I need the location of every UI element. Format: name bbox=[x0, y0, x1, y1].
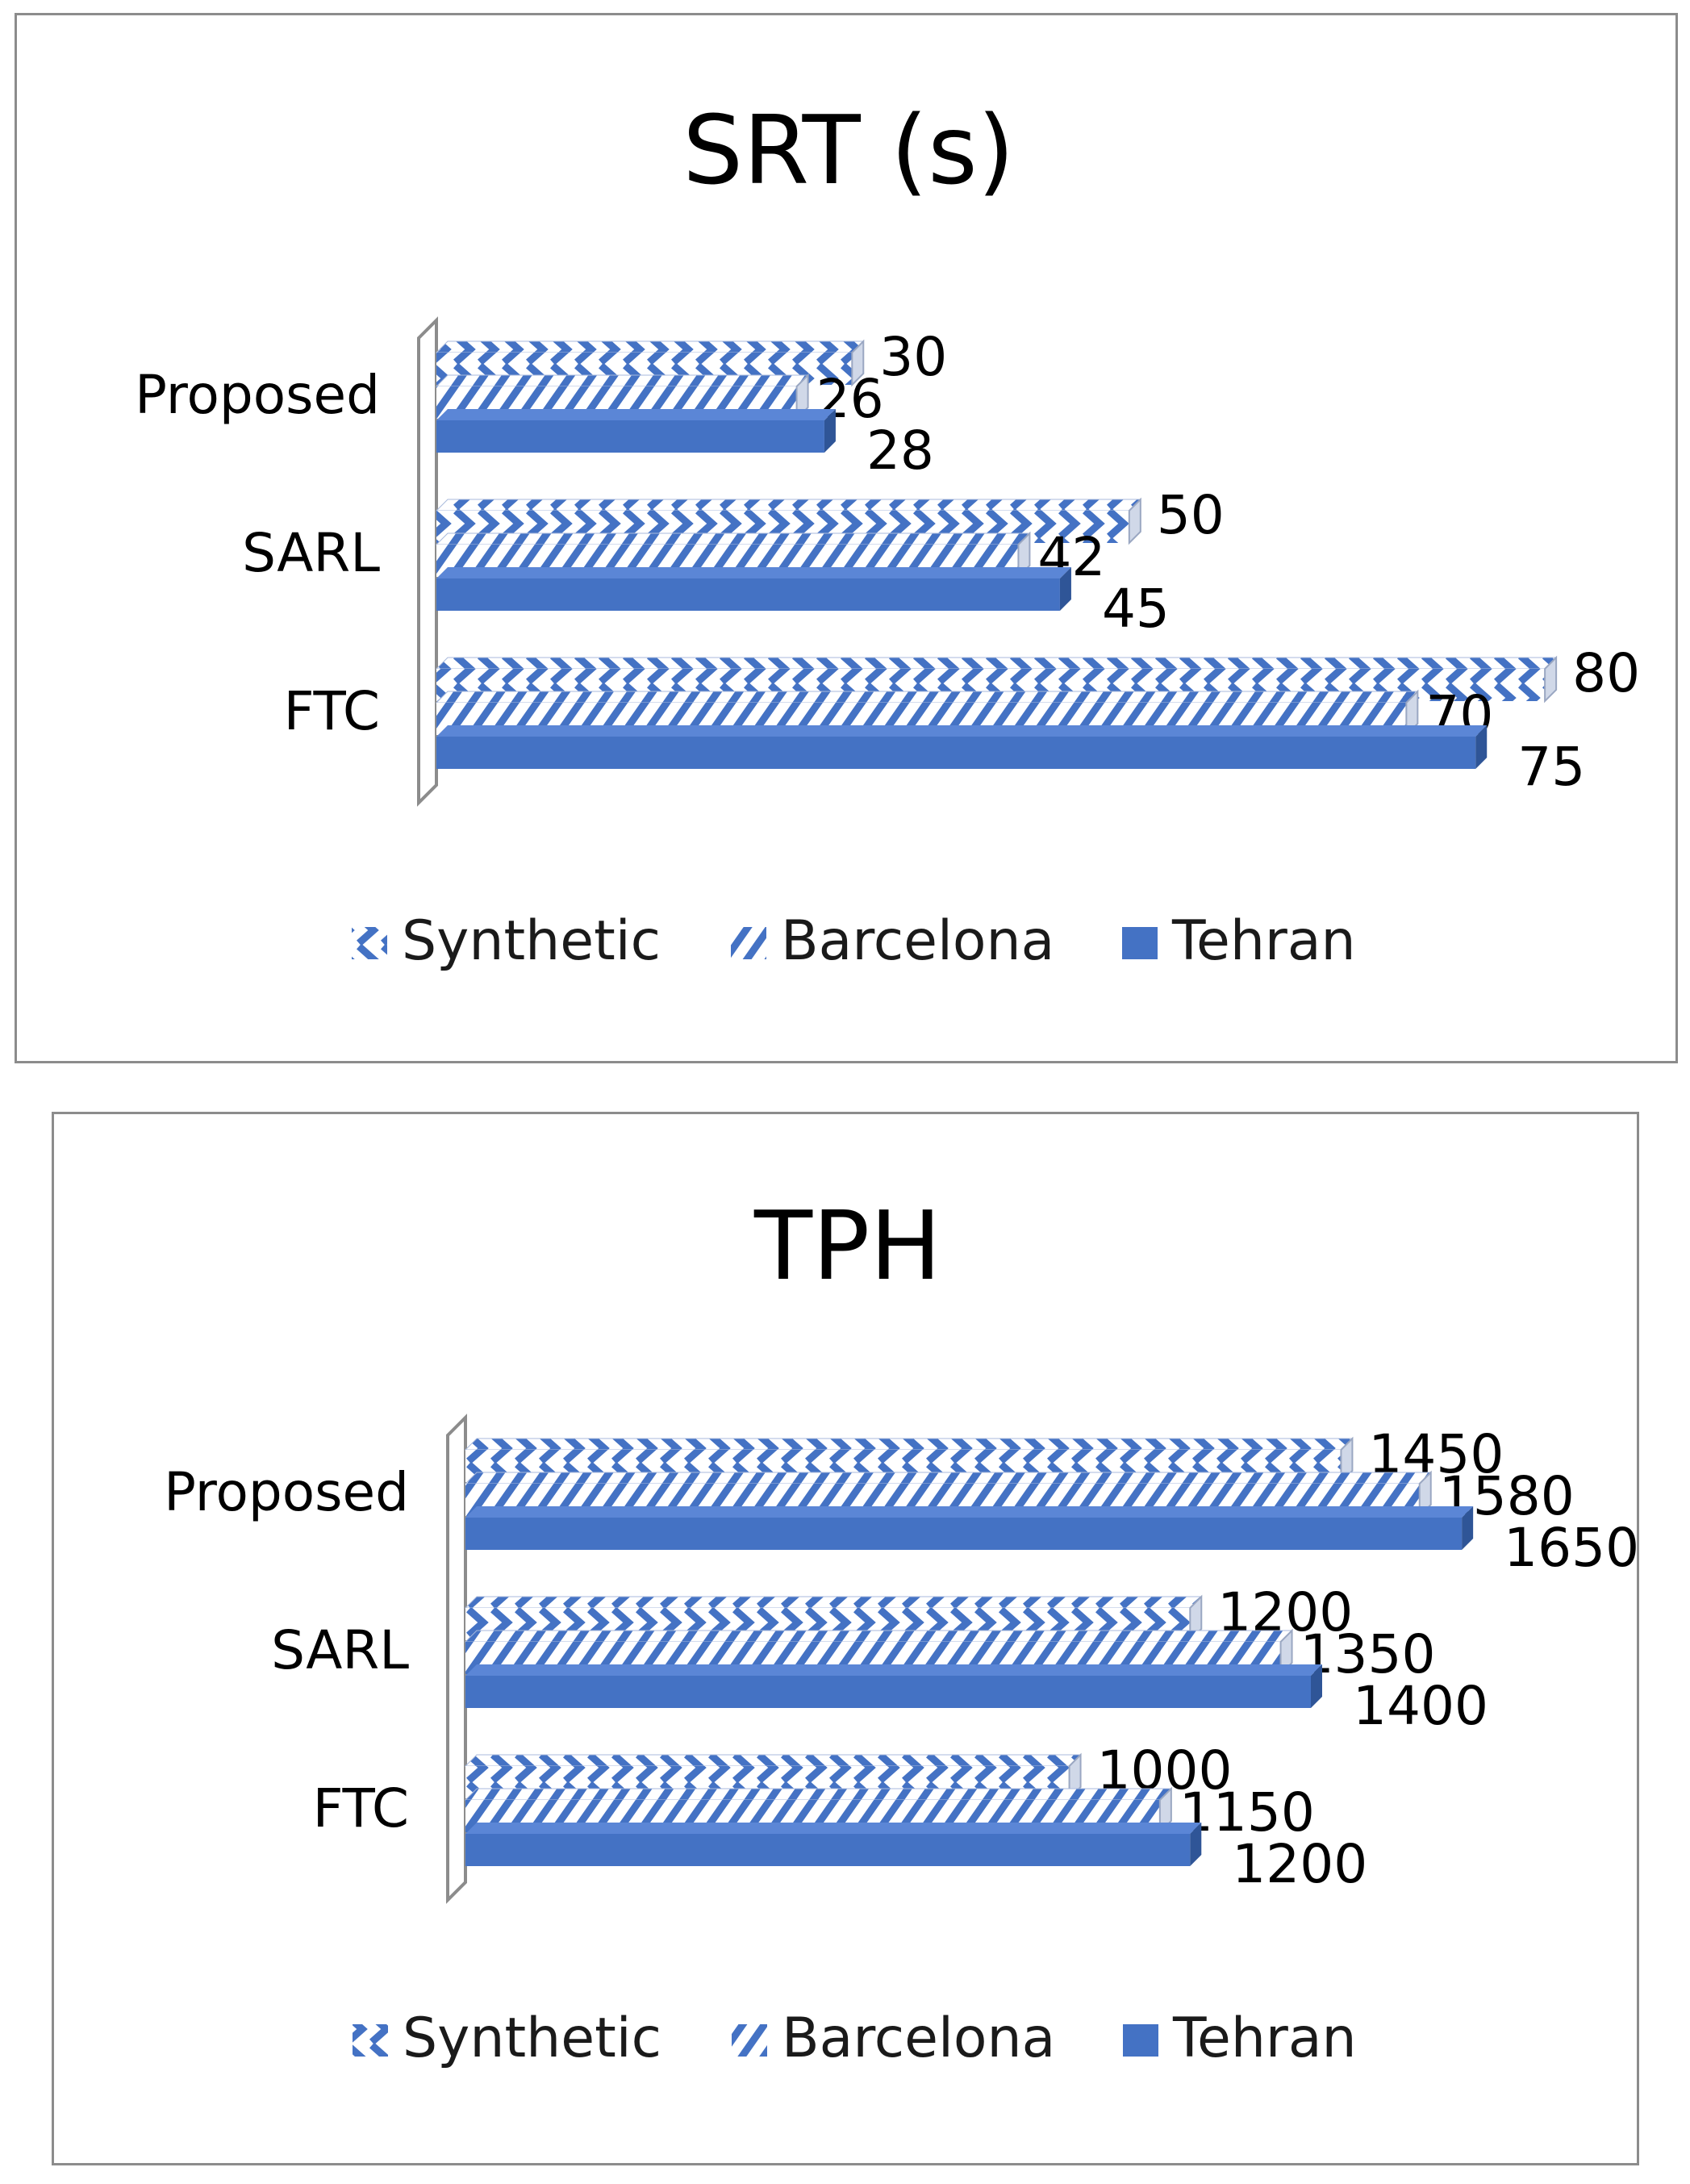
tph-legend-item-synthetic: Synthetic bbox=[353, 2007, 661, 2070]
srt-value-label-synthetic-proposed: 30 bbox=[879, 326, 947, 388]
srt-axis-wall bbox=[417, 316, 438, 807]
tph-bar-tehran-proposed bbox=[465, 1506, 1474, 1550]
tph-bar-tehran-sarl bbox=[465, 1664, 1322, 1708]
tph-value-label-barcelona-ftc: 1150 bbox=[1179, 1781, 1315, 1844]
tph-bar-tehran-ftc bbox=[465, 1823, 1202, 1866]
srt-chart-svg: SRT (s)Proposed302628SARL504245FTC807075… bbox=[135, 94, 1640, 973]
srt-chart-title: SRT (s) bbox=[682, 94, 1014, 206]
tph-category-label: SARL bbox=[271, 1619, 409, 1681]
tph-legend-label-synthetic: Synthetic bbox=[403, 2007, 661, 2070]
tph-legend-label-tehran: Tehran bbox=[1172, 2007, 1357, 2070]
tph-value-label-tehran-sarl: 1400 bbox=[1353, 1675, 1488, 1737]
srt-bar-tehran-proposed bbox=[436, 409, 836, 453]
srt-value-label-synthetic-sarl: 50 bbox=[1157, 484, 1225, 546]
srt-legend-label-barcelona: Barcelona bbox=[781, 909, 1054, 973]
srt-legend-swatch-synthetic bbox=[352, 927, 387, 959]
srt-value-label-tehran-proposed: 28 bbox=[866, 420, 934, 482]
srt-value-label-tehran-sarl: 45 bbox=[1102, 578, 1170, 640]
tph-legend-swatch-synthetic bbox=[353, 2024, 388, 2057]
srt-legend-item-tehran: Tehran bbox=[1122, 909, 1356, 973]
tph-chart-title: TPH bbox=[753, 1190, 941, 1301]
tph-axis-wall bbox=[446, 1414, 467, 1904]
srt-chart-panel: SRT (s) Proposed 30 26 28 SARL 50 42 45 FTC 80 70 75… bbox=[15, 13, 1678, 1063]
srt-legend-swatch-barcelona bbox=[731, 927, 766, 959]
tph-chart-svg: TPHProposed145015801650SARL120013501400F… bbox=[164, 1190, 1639, 2070]
tph-legend-item-barcelona: Barcelona bbox=[732, 2007, 1055, 2070]
srt-bar-tehran-ftc bbox=[436, 725, 1488, 769]
srt-legend-label-synthetic: Synthetic bbox=[402, 909, 661, 973]
tph-chart-panel: TPH Proposed 1450 1580 1650 SARL 1200 1350 1400 F… bbox=[52, 1112, 1639, 2165]
srt-category-label: SARL bbox=[242, 522, 380, 584]
tph-bar-synthetic-sarl bbox=[464, 1594, 1203, 1643]
tph-legend-swatch-tehran bbox=[1123, 2024, 1158, 2057]
srt-value-label-synthetic-ftc: 80 bbox=[1572, 642, 1640, 704]
tph-legend-swatch-barcelona bbox=[732, 2024, 767, 2057]
srt-legend-label-tehran: Tehran bbox=[1171, 909, 1356, 973]
tph-legend-item-tehran: Tehran bbox=[1123, 2007, 1357, 2070]
tph-value-label-tehran-ftc: 1200 bbox=[1232, 1833, 1367, 1895]
tph-value-label-barcelona-sarl: 1350 bbox=[1300, 1623, 1436, 1685]
tph-category-label: FTC bbox=[313, 1777, 409, 1839]
srt-category-label: Proposed bbox=[135, 364, 380, 426]
srt-value-label-tehran-ftc: 75 bbox=[1517, 736, 1585, 798]
srt-bar-tehran-sarl bbox=[436, 567, 1071, 611]
tph-bar-synthetic-proposed bbox=[464, 1436, 1354, 1485]
srt-legend-swatch-tehran bbox=[1122, 927, 1158, 959]
srt-category-label: FTC bbox=[284, 680, 380, 742]
tph-category-label: Proposed bbox=[164, 1461, 409, 1523]
srt-legend-item-synthetic: Synthetic bbox=[352, 909, 661, 973]
tph-value-label-tehran-proposed: 1650 bbox=[1504, 1517, 1639, 1579]
tph-legend-label-barcelona: Barcelona bbox=[782, 2007, 1055, 2070]
srt-legend-item-barcelona: Barcelona bbox=[731, 909, 1054, 973]
